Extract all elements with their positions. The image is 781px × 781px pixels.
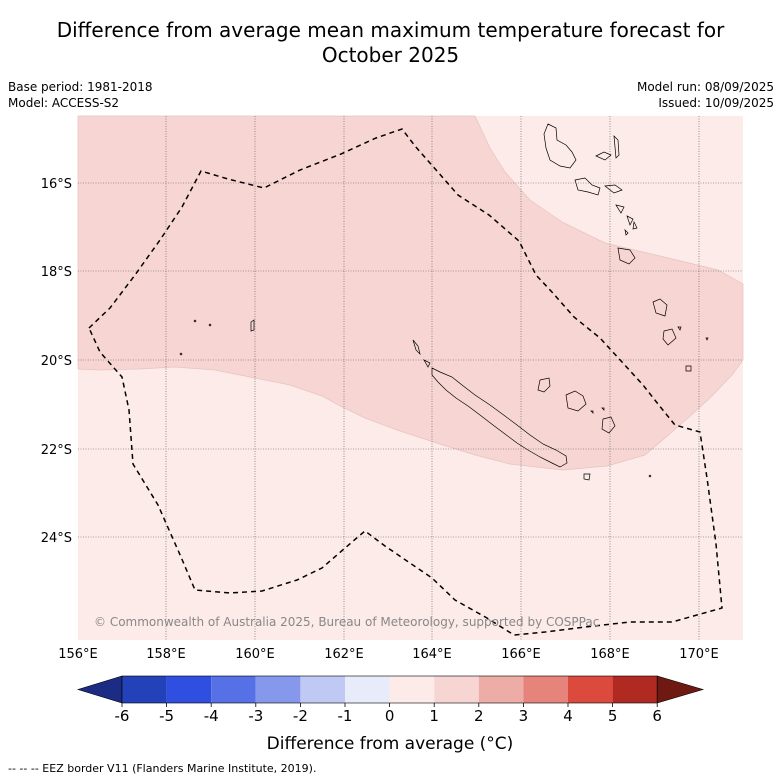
- copyright-text: © Commonwealth of Australia 2025, Bureau…: [94, 615, 599, 629]
- colorbar-tick-label: 4: [563, 707, 573, 725]
- title-line-2: October 2025: [321, 43, 460, 67]
- vanuatu-espiritu-santo: [543, 123, 577, 169]
- isle-of-pines: [583, 473, 591, 481]
- vanuatu-efate: [617, 247, 636, 265]
- lon-label: 164°E: [412, 647, 452, 662]
- eez-border: [88, 128, 723, 636]
- colorbar-extend-low: [76, 675, 123, 704]
- colorbar-tick-label: 5: [608, 707, 618, 725]
- lon-label: 166°E: [501, 647, 541, 662]
- lifou-island: [565, 390, 587, 412]
- vanuatu-aneityum: [685, 365, 692, 372]
- colorbar-bin: [345, 676, 390, 703]
- eez-legend-text: -- -- -- EEZ border V11 (Flanders Marine…: [8, 762, 317, 775]
- lon-label: 160°E: [235, 647, 275, 662]
- colorbar-bin: [300, 676, 345, 703]
- ouvea-island: [537, 377, 551, 393]
- lat-label: 16°S: [41, 177, 72, 192]
- lon-label: 168°E: [590, 647, 630, 662]
- title-line-1: Difference from average mean maximum tem…: [56, 18, 725, 42]
- colorbar-tick-label: 1: [429, 707, 439, 725]
- lon-label: 170°E: [679, 647, 719, 662]
- meta-left: Base period: 1981-2018 Model: ACCESS-S2: [8, 79, 153, 111]
- new-caledonia-grande-terre: [431, 367, 568, 468]
- colorbar-tick-label: -1: [338, 707, 353, 725]
- issued-text: Issued: 10/09/2025: [658, 96, 774, 110]
- vanuatu-pentecost: [613, 135, 620, 159]
- anomaly-zone-1-2: [77, 115, 744, 471]
- lat-label: 20°S: [41, 354, 72, 369]
- lon-label: 162°E: [324, 647, 364, 662]
- colorbar-bin: [166, 676, 212, 703]
- lat-label: 22°S: [41, 443, 72, 458]
- colorbar-tick-label: 2: [474, 707, 484, 725]
- colorbar-label: Difference from average (°C): [267, 734, 514, 754]
- colorbar-tick-label: -2: [293, 707, 308, 725]
- landmasses: [179, 123, 709, 481]
- lon-label: 158°E: [146, 647, 186, 662]
- colorbar-bin: [389, 676, 435, 703]
- colorbar-extend-high: [656, 675, 705, 704]
- longitude-labels: 156°E 158°E 160°E 162°E 164°E 166°E 168°…: [58, 647, 719, 662]
- colorbar-bin: [523, 676, 568, 703]
- mare-island: [601, 416, 616, 434]
- base-period-text: Base period: 1981-2018: [8, 80, 153, 94]
- vanuatu-maewo: [595, 151, 612, 161]
- colorbar-tick-label: -3: [248, 707, 263, 725]
- colorbar-tick-label: -6: [115, 707, 130, 725]
- belep-islands: [412, 339, 421, 356]
- gridlines: [78, 116, 743, 640]
- chesterfield-reef: [250, 319, 255, 332]
- colorbar-bin: [612, 676, 658, 703]
- colorbar-bin: [122, 676, 167, 703]
- latitude-labels: 16°S 18°S 20°S 22°S 24°S: [41, 177, 72, 546]
- colorbar: -6 -5 -4 -3 -2 -1 0 1 2 3 4 5 6: [76, 675, 705, 725]
- meta-right: Model run: 08/09/2025 Issued: 10/09/2025: [637, 79, 774, 111]
- colorbar-bin: [568, 676, 613, 703]
- map-title: Difference from average mean maximum tem…: [0, 18, 781, 68]
- vanuatu-erromango: [652, 298, 668, 317]
- lon-label: 156°E: [58, 647, 98, 662]
- colorbar-bin: [211, 676, 256, 703]
- vanuatu-tanna: [662, 328, 677, 346]
- colorbar-tick-label: 3: [519, 707, 529, 725]
- model-run-text: Model run: 08/09/2025: [636, 80, 774, 94]
- colorbar-tick-label: -5: [159, 707, 174, 725]
- lat-label: 24°S: [41, 531, 72, 546]
- colorbar-tick-label: -4: [204, 707, 219, 725]
- colorbar-bin: [478, 676, 524, 703]
- lat-label: 18°S: [41, 265, 72, 280]
- colorbar-tick-label: 0: [385, 707, 395, 725]
- colorbar-tick-label: 6: [652, 707, 662, 725]
- model-text: Model: ACCESS-S2: [8, 96, 120, 110]
- vanuatu-malekula: [574, 177, 601, 196]
- colorbar-bin: [434, 676, 479, 703]
- vanuatu-ambrym: [604, 184, 623, 194]
- colorbar-bin: [255, 676, 301, 703]
- vanuatu-epi: [615, 204, 625, 214]
- map-panel: © Commonwealth of Australia 2025, Bureau…: [77, 115, 744, 640]
